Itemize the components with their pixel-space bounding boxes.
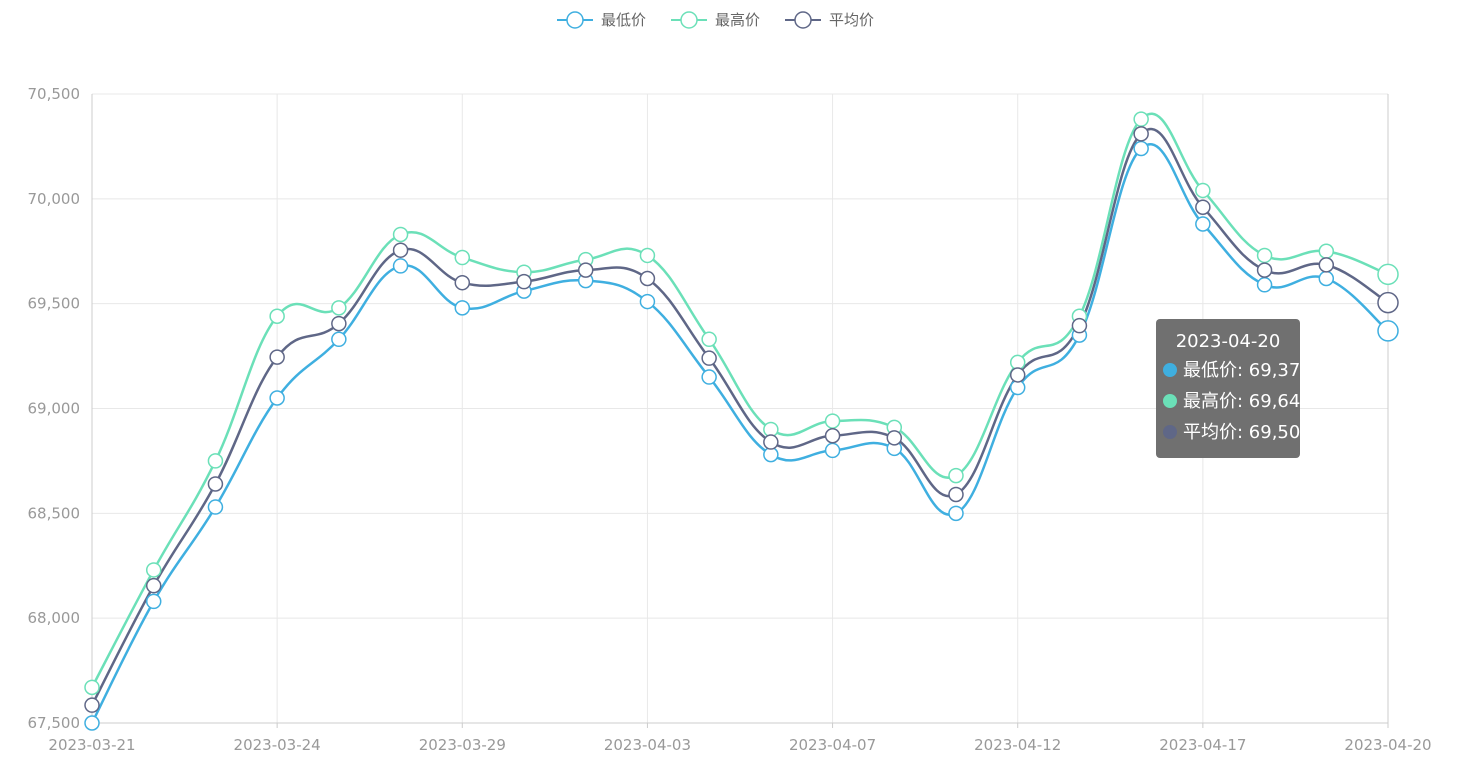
data-point (824, 413, 841, 429)
tooltip-row-avg-label: 平均价: 69,505 (1183, 422, 1312, 443)
tooltip-row-high-label: 最高价: 69,640 (1183, 391, 1312, 412)
series-dot-icon (1163, 394, 1177, 408)
data-point (207, 499, 224, 515)
legend-marker-icon (566, 11, 584, 29)
y-tick-label: 69,500 (28, 295, 81, 313)
data-point (1071, 317, 1088, 334)
data-point (948, 486, 964, 503)
data-point (1377, 291, 1399, 314)
data-point (207, 453, 224, 469)
data-point (701, 331, 717, 348)
data-point (824, 442, 841, 459)
data-point (1009, 367, 1026, 383)
tooltip: 2023-04-20 最低价: 69,370 最高价: 69,640 平均价: … (1156, 319, 1312, 458)
data-point (269, 308, 285, 324)
data-point (331, 300, 347, 316)
x-tick-label: 2023-04-07 (789, 736, 876, 754)
series-layer (84, 111, 1399, 731)
data-point (454, 249, 471, 266)
data-point (84, 679, 100, 696)
legend-label: 最低价 (601, 11, 646, 29)
x-tick-label: 2023-04-12 (974, 736, 1061, 754)
x-tick-label: 2023-04-03 (604, 736, 691, 754)
data-point (1318, 243, 1335, 259)
y-tick-label: 70,500 (28, 85, 81, 103)
data-point (454, 300, 471, 316)
data-point (84, 715, 100, 731)
y-tick-label: 67,500 (28, 714, 81, 732)
data-point (948, 467, 964, 484)
data-point (763, 434, 779, 450)
legend-label: 平均价 (829, 11, 874, 29)
data-point (331, 315, 347, 332)
data-point (1133, 126, 1149, 142)
series-dot-icon (1163, 363, 1177, 377)
x-tick-label: 2023-04-17 (1159, 736, 1246, 754)
data-point (577, 262, 594, 278)
data-point (1133, 111, 1149, 127)
data-point (701, 350, 717, 366)
data-point (269, 390, 285, 406)
legend-item[interactable]: 最低价 (557, 11, 646, 29)
legend-marker-icon (794, 11, 812, 29)
data-point (207, 476, 224, 492)
data-point (886, 430, 903, 446)
data-point (1256, 262, 1273, 278)
tooltip-row-low: 最低价: 69,370 (1156, 355, 1312, 386)
tooltip-row-avg: 平均价: 69,505 (1156, 417, 1312, 448)
data-point (145, 593, 162, 610)
data-point (331, 331, 347, 348)
data-point (516, 273, 532, 290)
axes: 67,500 68,000 68,500 69,000 69,500 70,000 70,5… (28, 85, 1432, 754)
data-point (145, 577, 162, 594)
y-tick-label: 68,500 (28, 504, 81, 522)
y-tick-label: 68,000 (28, 609, 81, 627)
data-point (84, 697, 100, 713)
data-point (639, 293, 656, 310)
legend-item[interactable]: 平均价 (785, 11, 874, 29)
data-point (392, 226, 409, 243)
data-point (454, 274, 471, 291)
tooltip-row-high: 最高价: 69,640 (1156, 386, 1312, 417)
data-point (1377, 320, 1399, 342)
x-tick-label: 2023-03-24 (234, 736, 321, 754)
series-line (90, 143, 1389, 724)
legend-item[interactable]: 最高价 (671, 11, 760, 29)
data-point (1195, 182, 1211, 199)
data-point (392, 258, 409, 274)
series-dot-icon (1163, 425, 1177, 439)
data-point (145, 562, 162, 578)
legend-marker-icon (680, 11, 698, 29)
data-point (1195, 216, 1211, 232)
data-point (701, 369, 717, 385)
data-point (1318, 270, 1335, 287)
data-point (269, 349, 285, 365)
data-point (948, 505, 964, 522)
legend[interactable]: 最低价 最高价 平均价 (557, 11, 874, 29)
data-point (1256, 247, 1273, 264)
x-tick-label: 2023-03-21 (48, 736, 135, 754)
x-tick-label: 2023-03-29 (419, 736, 506, 754)
data-point (1195, 199, 1211, 215)
data-point (824, 428, 841, 444)
data-point (1377, 263, 1399, 286)
tooltip-title: 2023-04-20 (1175, 331, 1281, 352)
series-line (90, 127, 1389, 706)
data-point (1318, 257, 1335, 273)
data-point (639, 270, 656, 287)
x-tick-label: 2023-04-20 (1344, 736, 1431, 754)
legend-label: 最高价 (715, 11, 760, 29)
y-tick-label: 69,000 (28, 400, 81, 418)
y-tick-label: 70,000 (28, 190, 81, 208)
data-point (1133, 140, 1149, 157)
data-point (392, 242, 409, 258)
tooltip-row-low-label: 最低价: 69,370 (1183, 360, 1312, 381)
data-point (1256, 277, 1273, 293)
data-point (639, 247, 656, 264)
